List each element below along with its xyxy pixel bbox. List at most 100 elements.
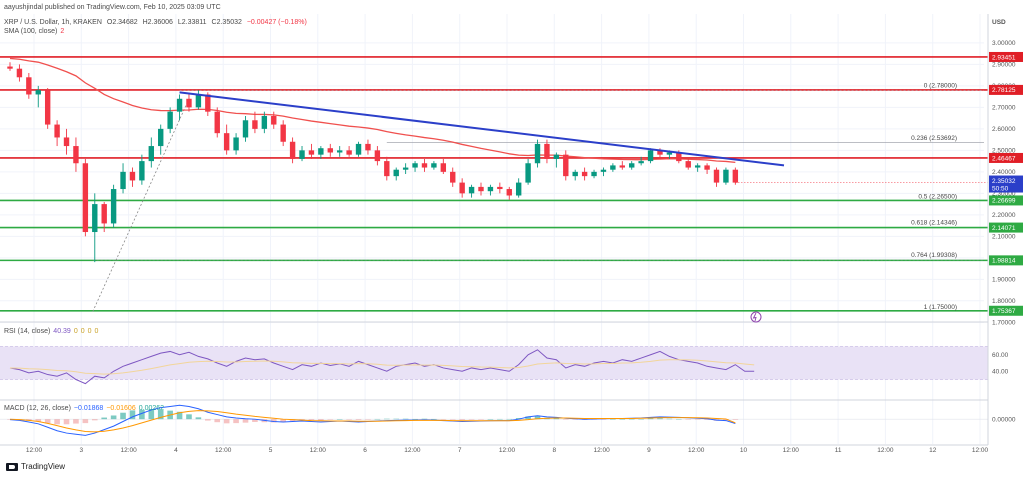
macd-hist-bar	[384, 418, 390, 420]
sma-line	[9, 57, 736, 164]
rsi-legend: RSI (14, close) 40.39 0 0 0 0	[4, 328, 99, 335]
x-tick-label: 12:00	[783, 447, 800, 454]
rsi-tick-label: 60.00	[992, 352, 1009, 359]
candle-body	[657, 150, 663, 155]
macd-hist-bar	[562, 419, 569, 420]
macd-hist-bar	[355, 419, 362, 420]
candle-body	[638, 161, 644, 164]
fib-connector-line	[92, 98, 190, 312]
macd-hist-bar	[440, 419, 447, 420]
macd-hist-bar	[176, 411, 183, 420]
candle-body	[205, 94, 211, 112]
candle-body	[497, 186, 503, 190]
candle-body	[308, 150, 315, 155]
macd-hist-bar	[525, 416, 531, 420]
fib-level-label: 0.236 (2.53692)	[911, 135, 957, 142]
candle-body	[233, 137, 239, 151]
level-tag	[989, 222, 1023, 233]
x-tick-label: 11	[835, 447, 842, 454]
candle-body	[600, 169, 607, 172]
macd-hist-bar	[346, 419, 352, 420]
macd-hist-bar	[327, 419, 334, 420]
macd-hist-bar	[63, 419, 70, 425]
level-tag-text: 2.26699	[992, 198, 1016, 205]
y-tick-label: 2.30000	[992, 191, 1016, 198]
fib-level-label: 0.764 (1.99308)	[911, 252, 957, 259]
candle-body	[346, 150, 352, 155]
macd-hist-bar	[497, 418, 503, 420]
macd-hist-bar	[233, 419, 239, 424]
level-tag-text: 2.78125	[992, 87, 1016, 94]
macd-hist-bar	[214, 419, 221, 423]
x-tick-label: 12:00	[26, 447, 43, 454]
y-tick-label: 2.40000	[992, 169, 1016, 176]
macd-hist-bar	[600, 419, 607, 420]
macd-hist-bar	[336, 419, 343, 420]
level-tag-text: 1.98814	[992, 258, 1016, 265]
candle-body	[365, 143, 371, 151]
candle-body	[412, 163, 418, 168]
candle-body	[704, 165, 710, 170]
macd-hist-bar	[487, 419, 494, 420]
candle-body	[619, 165, 625, 168]
fib-level-label: 0.5 (2.26500)	[918, 193, 957, 200]
candle-body	[374, 150, 381, 162]
level-tag-text: 2.14071	[992, 225, 1016, 232]
candle-body	[195, 94, 202, 108]
macd-hist-bar	[186, 414, 192, 420]
candle-body	[35, 90, 41, 95]
macd-hist-bar	[54, 419, 60, 425]
candle-body	[16, 68, 23, 78]
y-tick-label: 2.20000	[992, 212, 1016, 219]
candle-body	[610, 165, 616, 170]
candle-body	[101, 204, 107, 224]
y-tick-label: 1.90000	[992, 277, 1016, 284]
x-tick-label: 8	[552, 447, 556, 454]
tradingview-logo-icon	[6, 462, 18, 471]
x-tick-label: 5	[269, 447, 273, 454]
macd-hist-bar	[195, 417, 202, 420]
candle-body	[139, 161, 145, 181]
x-tick-label: 3	[79, 447, 83, 454]
candle-body	[440, 163, 447, 172]
macd-hist-bar	[402, 418, 409, 420]
macd-hist-bar	[694, 419, 701, 420]
candle-body	[327, 148, 333, 153]
macd-hist-bar	[647, 418, 654, 420]
macd-hist-bar	[534, 416, 541, 420]
candle-body	[647, 150, 654, 162]
candle-body	[468, 186, 475, 194]
x-tick-label: 12:00	[404, 447, 421, 454]
x-tick-label: 7	[458, 447, 462, 454]
y-tick-label: 3.00000	[992, 40, 1016, 47]
sma-legend: SMA (100, close) 2	[4, 28, 65, 35]
macd-hist-bar	[553, 418, 560, 420]
tradingview-brand: TradingView	[6, 462, 65, 471]
macd-hist-bar	[468, 419, 475, 420]
rsi-line	[9, 349, 755, 385]
candle-body	[450, 171, 456, 183]
macd-hist-bar	[120, 412, 126, 420]
macd-hist-bar	[619, 419, 626, 420]
candle-body	[421, 163, 428, 168]
candle-body	[214, 111, 220, 134]
macd-hist-bar	[374, 418, 381, 420]
y-tick-label: 2.10000	[992, 234, 1016, 241]
current-price-text: 2.35032	[992, 178, 1016, 185]
macd-legend: MACD (12, 26, close) −0.01868 −0.01606 0.00…	[4, 405, 165, 412]
y-tick-label: 1.70000	[992, 319, 1016, 326]
macd-hist-bar	[365, 419, 371, 420]
candle-body	[158, 128, 164, 147]
macd-hist-bar	[732, 419, 739, 420]
cursor-icon	[750, 311, 762, 323]
candle-body	[92, 204, 98, 233]
level-tag	[989, 195, 1023, 206]
macd-hist-bar	[685, 419, 692, 420]
macd-hist-bar	[44, 419, 51, 424]
macd-hist-bar	[242, 419, 249, 423]
y-tick-label: 2.60000	[992, 126, 1016, 133]
bearish-trendline	[179, 91, 785, 167]
x-tick-label: 9	[647, 447, 651, 454]
level-tag	[989, 255, 1023, 266]
